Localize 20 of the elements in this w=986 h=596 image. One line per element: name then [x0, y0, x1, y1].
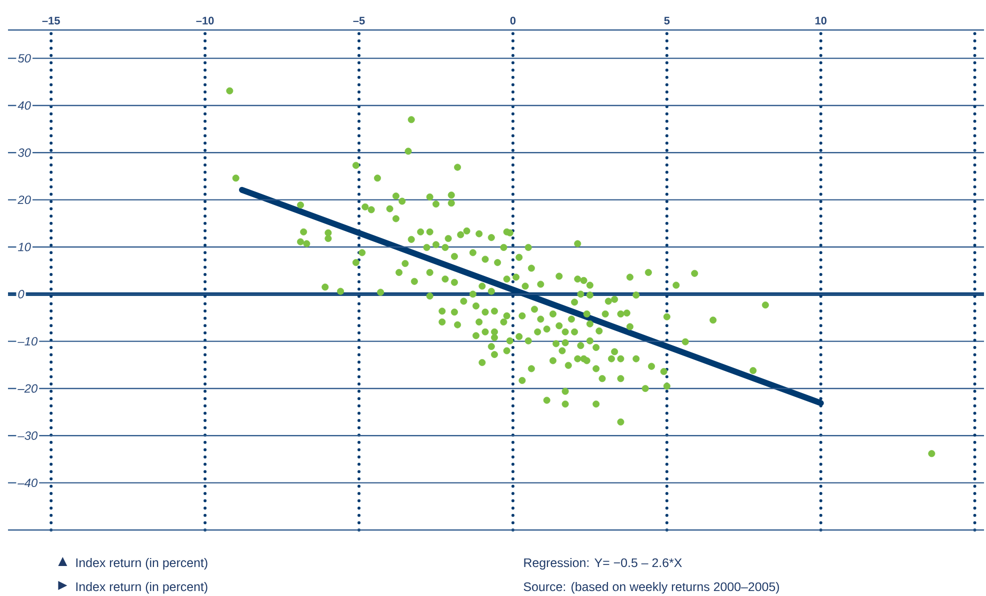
text: Regression: Y= −0.5 – 2.6*X	[524, 558, 682, 570]
y-tick-label: 40	[18, 101, 31, 110]
x-tick-label: 10	[815, 16, 826, 24]
x-tick-label: 0	[510, 16, 516, 24]
text: Index return (in percent)	[76, 582, 208, 594]
x-tick-label: 5	[664, 16, 670, 24]
y-tick-label: –10	[18, 337, 38, 346]
y-tick-label: 20	[18, 196, 31, 204]
y-tick-label: 50	[18, 54, 31, 63]
y-tick-label: 10	[18, 242, 31, 252]
x-tick-label: –5	[353, 16, 365, 24]
y-tick-label: 0	[18, 290, 24, 298]
y-tick-label: 30	[18, 148, 31, 157]
x-tick-label: –15	[42, 16, 60, 24]
x-tick-label: –10	[196, 16, 214, 24]
y-tick-label: –20	[18, 384, 38, 393]
text: Index return (in percent)	[76, 558, 208, 570]
source-note: Source: (based on weekly returns 2000–2005)	[524, 582, 779, 594]
y-tick-label: –30	[18, 431, 38, 440]
y-tick-label: –40	[18, 478, 38, 488]
